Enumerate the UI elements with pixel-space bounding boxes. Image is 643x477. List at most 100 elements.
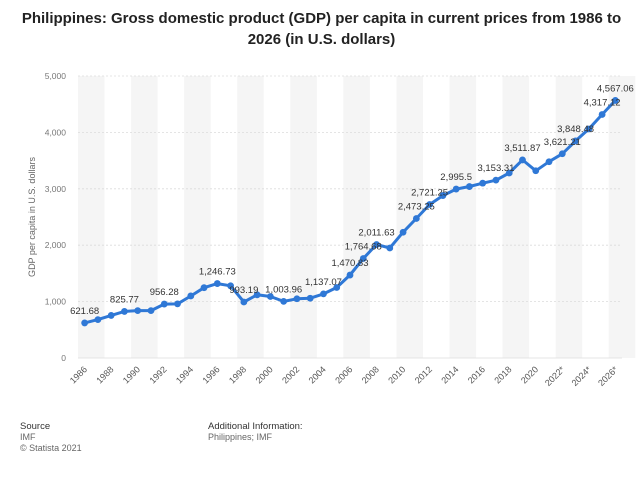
data-point — [121, 308, 128, 315]
copyright: © Statista 2021 — [20, 443, 82, 453]
data-label: 1,764.68 — [345, 241, 382, 252]
x-tick-label: 1986 — [68, 364, 89, 385]
data-point — [532, 167, 540, 175]
data-label: 2,473.25 — [398, 202, 435, 213]
x-tick-label: 1990 — [121, 364, 142, 385]
data-point — [452, 185, 460, 193]
data-point — [94, 316, 102, 324]
data-point — [107, 312, 115, 319]
data-point — [134, 307, 142, 315]
y-tick-label: 2,000 — [45, 240, 67, 250]
data-point — [174, 300, 181, 308]
background-band — [184, 76, 211, 358]
data-point — [213, 280, 221, 287]
data-point — [280, 297, 288, 305]
source-heading: Source — [20, 421, 51, 432]
data-point — [306, 294, 314, 302]
data-point — [266, 293, 274, 300]
y-tick-label: 1,000 — [45, 297, 67, 307]
x-axis-tick-labels: 1986 1988 1990 1992 1994 1996 1998 2000 2002 2004… — [68, 364, 620, 388]
background-band — [555, 76, 583, 358]
data-label: 1,470.83 — [332, 258, 369, 269]
background-band — [502, 76, 530, 358]
data-label: 825.77 — [110, 294, 139, 305]
background-band — [131, 76, 158, 358]
background-band — [237, 76, 264, 358]
data-point — [293, 295, 301, 303]
x-tick-label: 2006 — [333, 364, 354, 385]
data-label: 4,567.06 — [597, 83, 634, 94]
data-label: 621.68 — [70, 306, 99, 317]
data-point — [572, 137, 579, 145]
data-point — [240, 298, 248, 306]
x-tick-label: 2014 — [439, 364, 460, 385]
background-band — [343, 76, 370, 358]
data-point — [412, 215, 420, 222]
data-label: 3,848.48 — [557, 124, 594, 135]
data-point — [492, 176, 500, 184]
data-label: 3,511.87 — [504, 143, 540, 154]
x-tick-label: 2022* — [543, 364, 567, 388]
data-point — [200, 284, 208, 292]
background-band — [449, 76, 477, 358]
data-point — [253, 291, 261, 299]
y-tick-label: 3,000 — [45, 184, 67, 194]
x-tick-label: 2002 — [280, 364, 301, 385]
data-point — [598, 111, 606, 118]
data-point — [479, 179, 487, 187]
data-label: 4,317.12 — [584, 98, 621, 109]
source-block: Source IMF © Statista 2021 — [20, 421, 82, 454]
data-point — [439, 192, 447, 199]
data-point — [399, 228, 407, 236]
background-band — [608, 76, 636, 358]
x-tick-label: 1996 — [200, 364, 221, 385]
source-name: IMF — [20, 432, 36, 442]
data-point — [320, 290, 327, 298]
x-tick-label: 2020 — [519, 364, 540, 385]
data-label: 2,011.63 — [358, 228, 394, 239]
x-tick-label: 2008 — [360, 364, 381, 385]
x-tick-label: 1998 — [227, 364, 248, 385]
x-tick-label: 2012 — [413, 364, 434, 385]
data-point — [466, 183, 473, 190]
data-point — [558, 150, 566, 158]
y-tick-label: 0 — [61, 353, 66, 363]
additional-info-block: Additional Information: Philippines; IMF — [208, 421, 303, 443]
data-label: 1,137.07 — [305, 277, 342, 288]
chart-title: Philippines: Gross domestic product (GDP… — [21, 10, 622, 48]
data-label: 3,153.31 — [477, 163, 514, 174]
chart-background-bands — [78, 76, 636, 358]
x-tick-label: 2000 — [254, 364, 275, 385]
y-tick-label: 5,000 — [45, 71, 67, 81]
additional-info-text: Philippines; IMF — [208, 432, 273, 442]
background-band — [78, 76, 105, 358]
x-tick-label: 1992 — [147, 364, 168, 385]
series-points — [81, 97, 619, 327]
data-point — [359, 255, 367, 262]
y-tick-label: 4,000 — [45, 127, 67, 137]
data-point — [147, 307, 155, 315]
data-point — [346, 271, 354, 279]
data-point — [160, 300, 168, 308]
x-tick-label: 2018 — [492, 364, 513, 385]
data-point — [611, 97, 619, 104]
x-tick-label: 1994 — [174, 364, 195, 385]
data-label: 2,721.25 — [411, 188, 448, 199]
data-labels: 621.68 825.77 956.28 1,246.73 993.19 1,003.96… — [70, 83, 634, 317]
chart-gridlines — [78, 75, 622, 359]
data-point — [519, 156, 526, 164]
x-tick-label: 1988 — [94, 364, 115, 385]
data-label: 2,995.5 — [440, 172, 472, 183]
x-tick-label: 2016 — [466, 364, 487, 385]
data-point — [585, 125, 593, 133]
data-point — [426, 201, 434, 208]
x-tick-label: 2026* — [596, 364, 620, 388]
data-point — [227, 282, 234, 290]
data-label: 1,003.96 — [265, 284, 302, 295]
data-label: 993.19 — [229, 285, 258, 296]
data-label: 3,621.21 — [544, 137, 581, 148]
x-tick-label: 2024* — [570, 364, 594, 388]
x-tick-label: 2010 — [386, 364, 407, 385]
additional-info-heading: Additional Information: — [208, 421, 303, 432]
